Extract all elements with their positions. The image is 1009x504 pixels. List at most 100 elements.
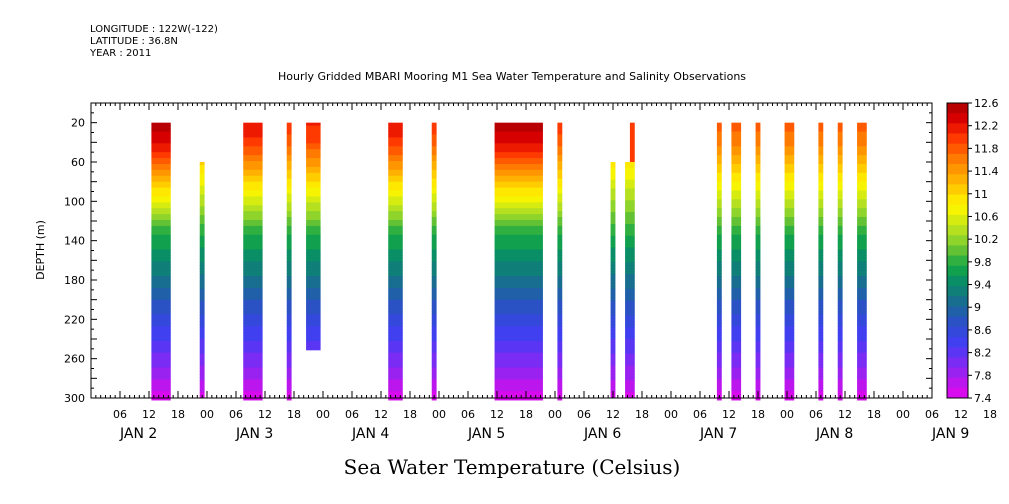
cell — [151, 267, 171, 271]
cell — [151, 196, 171, 200]
cell — [716, 379, 722, 383]
cell — [625, 167, 635, 172]
cell — [731, 343, 742, 348]
cell — [818, 231, 824, 236]
cell — [151, 290, 171, 295]
cell — [199, 333, 205, 337]
cell — [199, 309, 205, 313]
x-tick-label: 18 — [867, 408, 881, 421]
cell — [306, 152, 321, 156]
cell — [731, 311, 742, 315]
cell — [625, 256, 635, 260]
cell — [716, 308, 722, 312]
cell — [151, 187, 171, 192]
cell — [286, 240, 292, 245]
cell — [731, 125, 742, 130]
cell — [286, 397, 292, 401]
cell — [857, 346, 867, 351]
cell — [286, 352, 292, 357]
x-tick-label: 00 — [316, 408, 330, 421]
cell — [286, 284, 292, 289]
cell — [755, 193, 761, 197]
cell — [243, 246, 263, 251]
cell — [818, 214, 824, 218]
cell — [610, 197, 616, 201]
cell — [557, 163, 563, 168]
cell — [716, 184, 722, 189]
cell — [784, 258, 795, 262]
cell — [837, 343, 843, 348]
cell — [610, 203, 616, 207]
cell — [837, 222, 843, 227]
cell — [306, 305, 321, 310]
x-day-label: JAN 3 — [235, 426, 273, 442]
cell — [625, 206, 635, 210]
colorbar-swatch — [947, 214, 968, 226]
cell — [818, 320, 824, 324]
cell — [388, 261, 403, 265]
cell — [286, 382, 292, 386]
cell — [199, 282, 205, 287]
cell — [431, 323, 437, 327]
cell — [286, 214, 292, 218]
cell — [286, 149, 292, 153]
cell — [199, 324, 205, 328]
cell — [494, 243, 543, 248]
cell — [286, 361, 292, 366]
cell — [199, 288, 205, 293]
cell — [199, 221, 205, 225]
cell — [557, 290, 563, 295]
cell — [625, 194, 635, 198]
cell — [557, 152, 563, 156]
colorbar-frame — [946, 102, 969, 399]
cell — [625, 221, 635, 225]
cell — [784, 293, 795, 298]
cell — [716, 335, 722, 339]
cell — [431, 302, 437, 307]
cell — [306, 155, 321, 159]
cell — [837, 290, 843, 295]
cell — [857, 273, 867, 277]
cell — [857, 252, 867, 256]
cell — [151, 225, 171, 230]
cell — [557, 270, 563, 274]
cell — [837, 155, 843, 159]
cell — [388, 367, 403, 371]
cell — [716, 323, 722, 327]
cell — [857, 370, 867, 374]
cell — [818, 258, 824, 262]
cell — [243, 394, 263, 398]
cell — [557, 281, 563, 286]
cell — [151, 358, 171, 363]
cell — [431, 122, 437, 127]
cell — [784, 181, 795, 186]
cell — [243, 352, 263, 357]
cell — [494, 261, 543, 265]
cell — [625, 170, 635, 175]
colorbar-label: 12.2 — [974, 120, 999, 133]
cell — [243, 290, 263, 295]
cell — [286, 237, 292, 242]
cell — [857, 131, 867, 135]
cell — [818, 196, 824, 200]
cell — [151, 308, 171, 312]
x-tick-label: 12 — [954, 408, 968, 421]
cell — [857, 175, 867, 180]
cell — [306, 187, 321, 192]
cell — [610, 312, 616, 316]
cell — [151, 199, 171, 203]
cell — [199, 280, 205, 284]
cell — [857, 246, 867, 251]
cell — [306, 343, 321, 348]
cell — [755, 373, 761, 377]
cell — [610, 294, 616, 299]
cell — [755, 237, 761, 242]
cell — [243, 196, 263, 200]
cell — [286, 308, 292, 312]
cell — [243, 329, 263, 333]
cell — [306, 258, 321, 262]
cell — [857, 311, 867, 315]
cell — [857, 397, 867, 401]
longitude-label: LONGITUDE : 122W(-122) — [90, 24, 218, 35]
cell — [837, 202, 843, 206]
